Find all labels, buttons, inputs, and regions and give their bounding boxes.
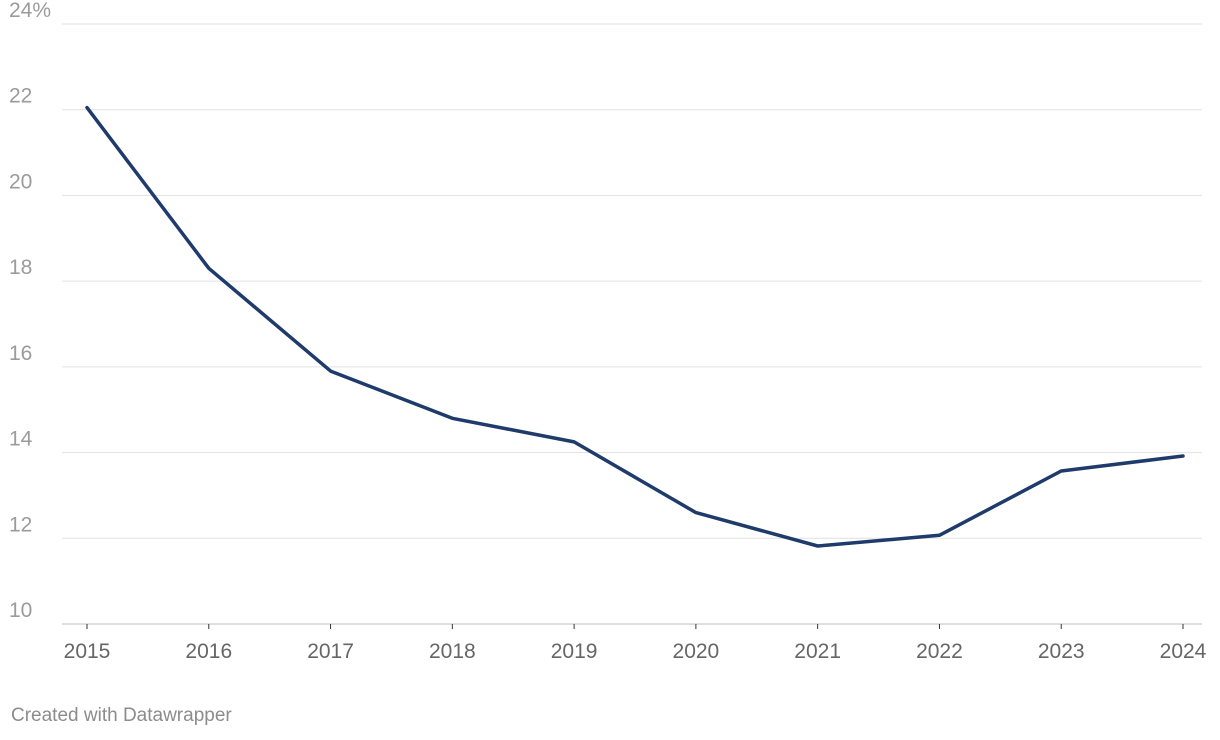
x-tick-label: 2024 <box>1160 640 1207 663</box>
y-tick-label: 16 <box>9 342 32 365</box>
data-point-2017[interactable] <box>325 365 337 377</box>
data-point-2023[interactable] <box>1055 465 1067 477</box>
x-axis-tick-labels: 2015 2016 2017 2018 2019 2020 2021 2022 2023 2024 <box>64 624 1207 663</box>
x-tick-label: 2020 <box>673 640 720 663</box>
data-point-2020[interactable] <box>690 507 702 519</box>
series-lines <box>81 102 1189 552</box>
data-point-2015[interactable] <box>81 102 93 114</box>
y-tick-label: 10 <box>9 599 32 622</box>
data-point-2018[interactable] <box>446 412 458 424</box>
x-tick-label: 2017 <box>307 640 354 663</box>
datawrapper-credit[interactable]: Created with Datawrapper <box>11 705 232 726</box>
y-tick-label: 24% <box>9 0 51 22</box>
y-tick-label: 20 <box>9 170 32 193</box>
data-point-2019[interactable] <box>568 436 580 448</box>
data-point-2022[interactable] <box>933 529 945 541</box>
data-point-2016[interactable] <box>203 262 215 274</box>
data-point-2024[interactable] <box>1177 450 1189 462</box>
y-tick-label: 22 <box>9 85 32 108</box>
y-tick-label: 12 <box>9 513 32 536</box>
y-axis-tick-labels: 10 12 14 16 18 20 22 24% <box>9 0 51 622</box>
y-tick-label: 18 <box>9 256 32 279</box>
x-tick-label: 2019 <box>551 640 598 663</box>
x-tick-label: 2018 <box>429 640 476 663</box>
x-tick-label: 2022 <box>916 640 963 663</box>
data-point-2021[interactable] <box>812 540 824 552</box>
x-tick-label: 2015 <box>64 640 111 663</box>
grid-lines <box>62 23 1202 625</box>
x-tick-label: 2021 <box>794 640 841 663</box>
x-tick-label: 2016 <box>185 640 232 663</box>
y-tick-label: 14 <box>9 428 33 451</box>
series-line-1[interactable] <box>85 105 1185 548</box>
x-tick-label: 2023 <box>1038 640 1085 663</box>
